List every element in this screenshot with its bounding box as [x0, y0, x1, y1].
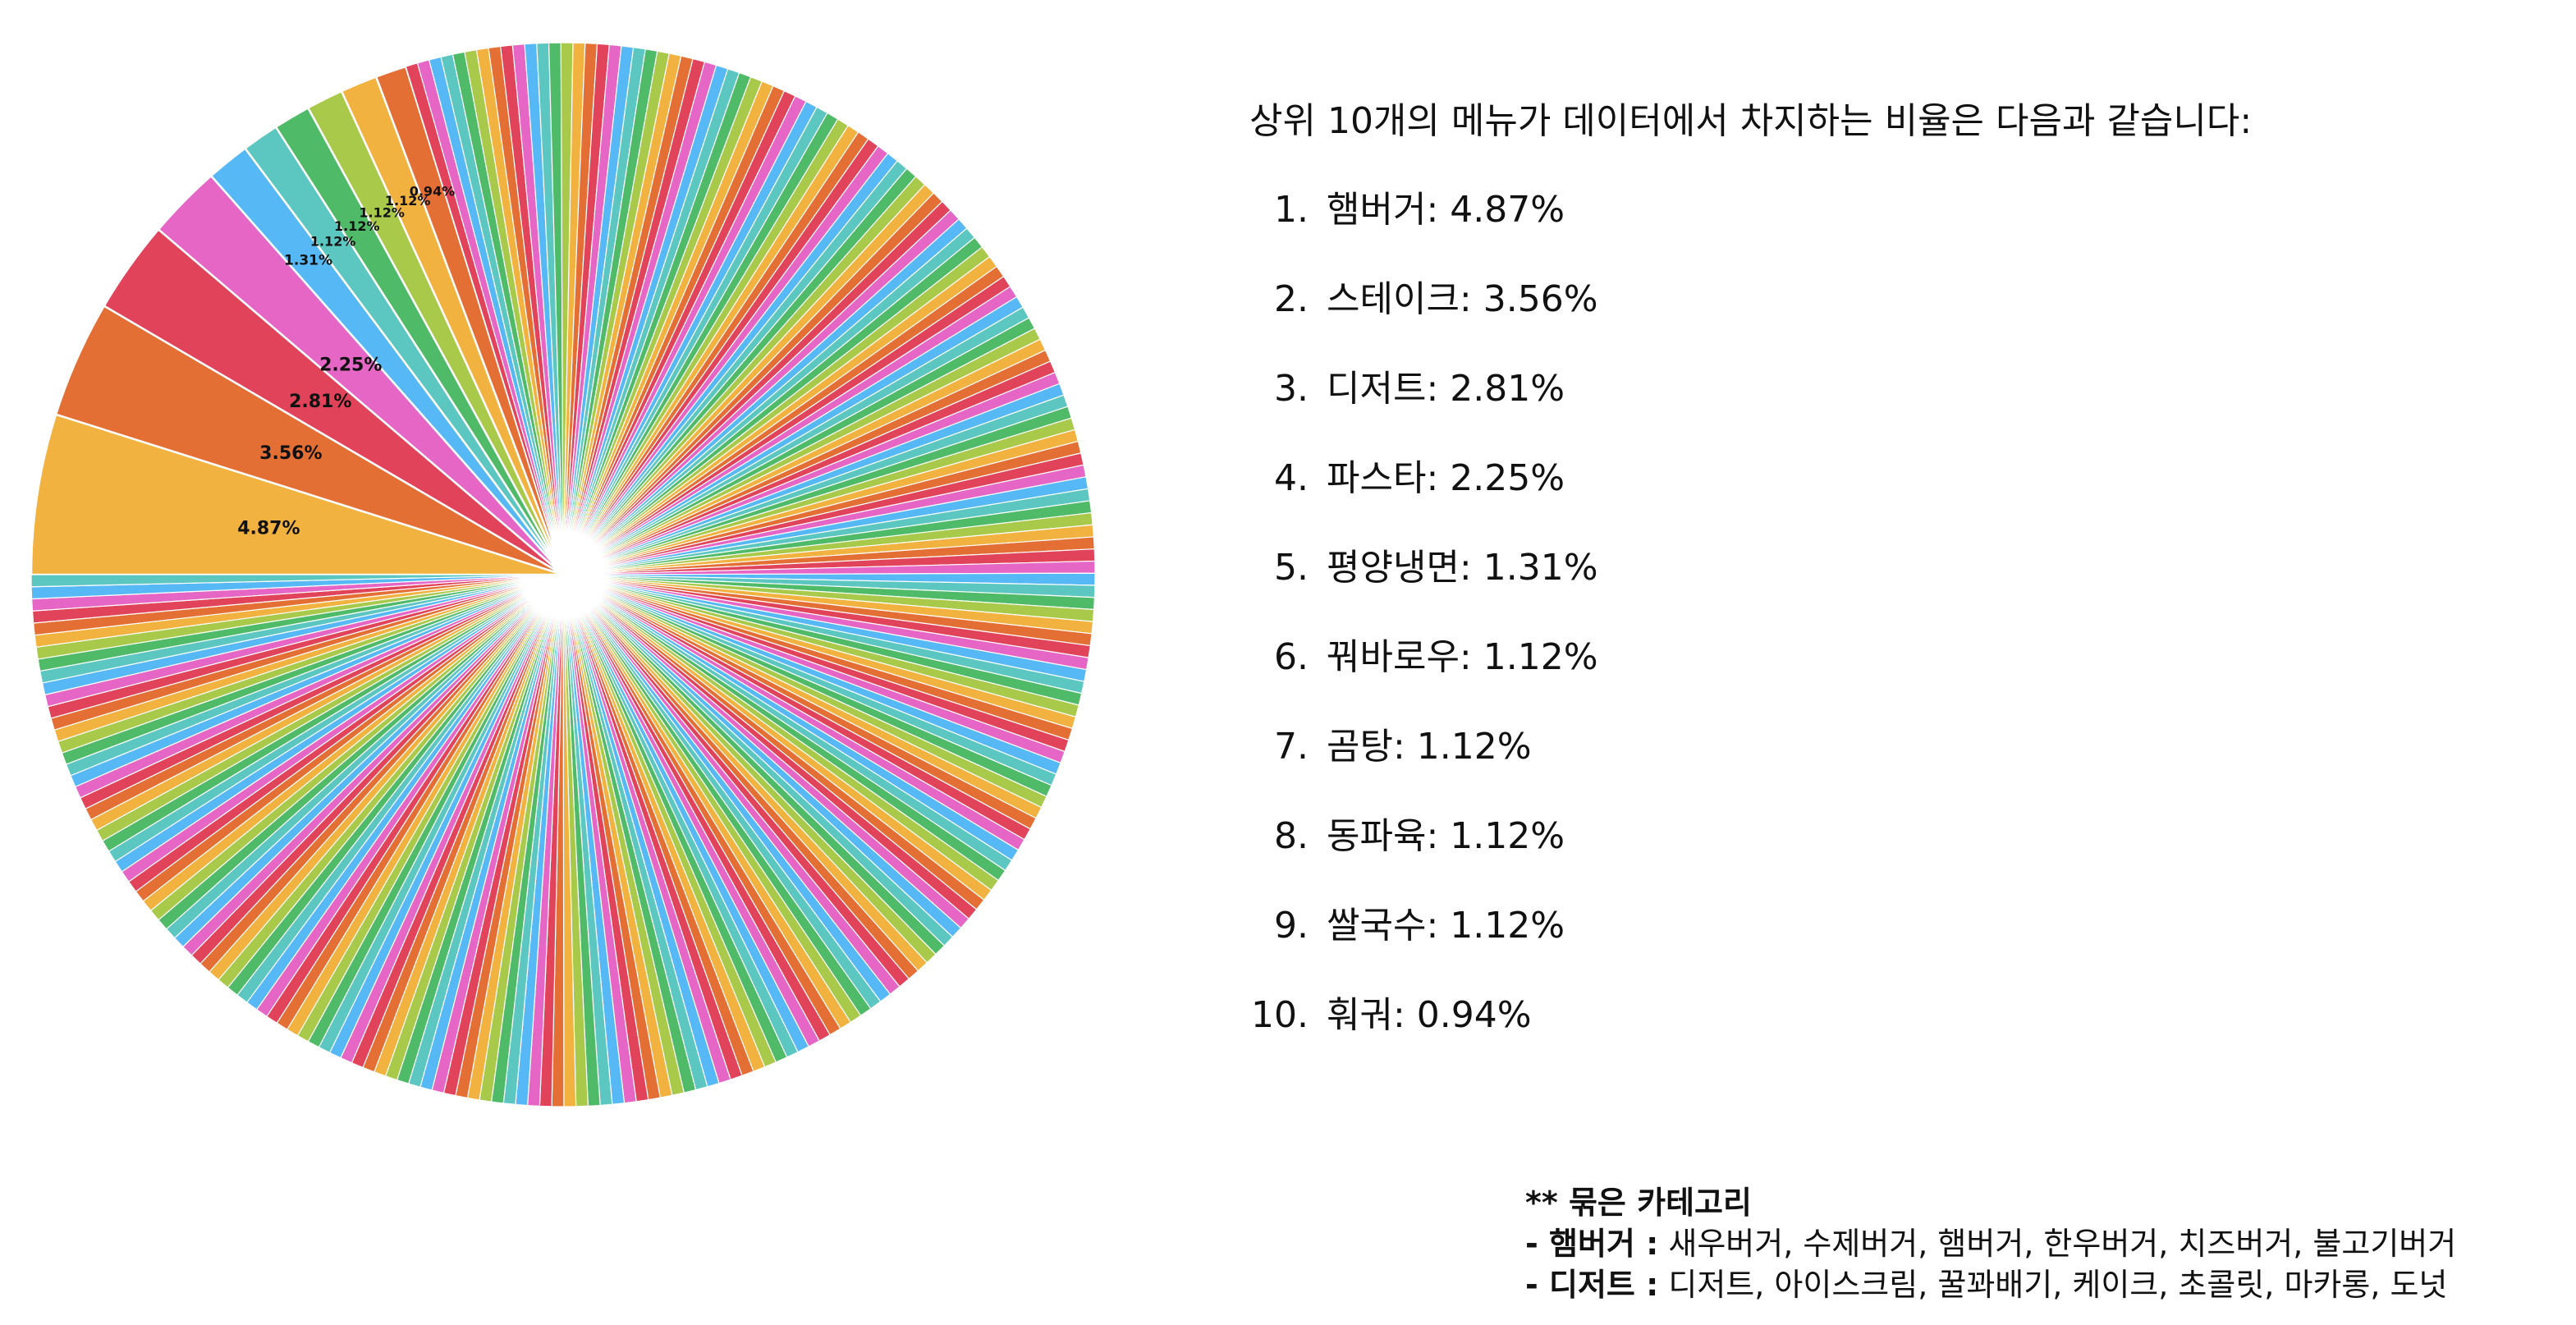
slice-label: 2.25%: [319, 355, 382, 376]
rank-number: 4.: [1274, 457, 1309, 499]
category-note: ** 묶은 카테고리 - 햄버거 : 새우버거, 수제버거, 햄버거, 한우버거…: [1525, 1182, 2456, 1305]
slice-label: 0.94%: [410, 184, 456, 199]
ranking-item: 4. 파스타: 2.25%: [1240, 456, 1598, 545]
pie-chart: 4.87%3.56%2.81%2.25%1.31%1.12%1.12%1.12%…: [30, 42, 1096, 1107]
rank-text: 디저트: 2.81%: [1327, 368, 1565, 410]
note-row: - 디저트 : 디저트, 아이스크림, 꿀꽈배기, 케이크, 초콜릿, 마카롱,…: [1525, 1264, 2456, 1305]
ranking-item: 7. 곰탕: 1.12%: [1240, 724, 1598, 814]
ranking-item: 3. 디저트: 2.81%: [1240, 366, 1598, 456]
rank-text: 평양냉면: 1.31%: [1327, 547, 1598, 589]
note-row: - 햄버거 : 새우버거, 수제버거, 햄버거, 한우버거, 치즈버거, 불고기…: [1525, 1223, 2456, 1264]
ranking-item: 5. 평양냉면: 1.31%: [1240, 545, 1598, 635]
rank-text: 훠궈: 0.94%: [1327, 994, 1532, 1036]
rank-text: 쌀국수: 1.12%: [1327, 905, 1565, 947]
rank-number: 9.: [1274, 905, 1309, 947]
rank-text: 동파육: 1.12%: [1327, 815, 1565, 857]
ranking-item: 6. 꿔바로우: 1.12%: [1240, 635, 1598, 724]
rank-number: 1.: [1274, 189, 1309, 231]
rank-number: 10.: [1251, 994, 1309, 1036]
ranking-item: 2. 스테이크: 3.56%: [1240, 277, 1598, 366]
rank-text: 스테이크: 3.56%: [1327, 278, 1598, 320]
note-key: - 디저트 :: [1525, 1267, 1659, 1303]
slice-label: 1.12%: [310, 234, 356, 250]
slice-label: 4.87%: [237, 519, 300, 539]
rank-text: 햄버거: 4.87%: [1327, 189, 1565, 231]
ranking-list: 1. 햄버거: 4.87% 2. 스테이크: 3.56% 3. 디저트: 2.81% …: [1240, 187, 1598, 1082]
slice-label: 1.12%: [385, 193, 431, 209]
rank-number: 7.: [1274, 726, 1309, 768]
slice-label: 2.81%: [289, 392, 351, 412]
rank-number: 8.: [1274, 815, 1309, 857]
ranking-item: 9. 쌀국수: 1.12%: [1240, 903, 1598, 993]
note-value: 디저트, 아이스크림, 꿀꽈배기, 케이크, 초콜릿, 마카롱, 도넛: [1658, 1267, 2448, 1303]
slice-label: 3.56%: [259, 443, 322, 464]
rank-number: 6.: [1274, 636, 1309, 678]
slice-label: 1.31%: [284, 253, 332, 269]
rank-number: 3.: [1274, 368, 1309, 410]
ranking-item: 10. 훠궈: 0.94%: [1240, 993, 1598, 1082]
pie-slice-top-1: [30, 413, 564, 576]
rank-text: 곰탕: 1.12%: [1327, 726, 1532, 768]
rank-text: 꿔바로우: 1.12%: [1327, 636, 1598, 678]
note-title: ** 묶은 카테고리: [1525, 1185, 1752, 1221]
note-key: - 햄버거 :: [1525, 1226, 1659, 1262]
slice-label: 1.12%: [359, 204, 405, 220]
rank-number: 5.: [1274, 547, 1309, 589]
ranking-item: 1. 햄버거: 4.87%: [1240, 187, 1598, 277]
note-value: 새우버거, 수제버거, 햄버거, 한우버거, 치즈버거, 불고기버거: [1658, 1226, 2457, 1262]
ranking-item: 8. 동파육: 1.12%: [1240, 814, 1598, 903]
pie-slice-other: [30, 574, 564, 588]
slice-label: 1.12%: [334, 218, 380, 234]
rank-number: 2.: [1274, 278, 1309, 320]
rank-text: 파스타: 2.25%: [1327, 457, 1565, 499]
summary-intro: 상위 10개의 메뉴가 데이터에서 차지하는 비율은 다음과 같습니다:: [1249, 100, 2253, 142]
